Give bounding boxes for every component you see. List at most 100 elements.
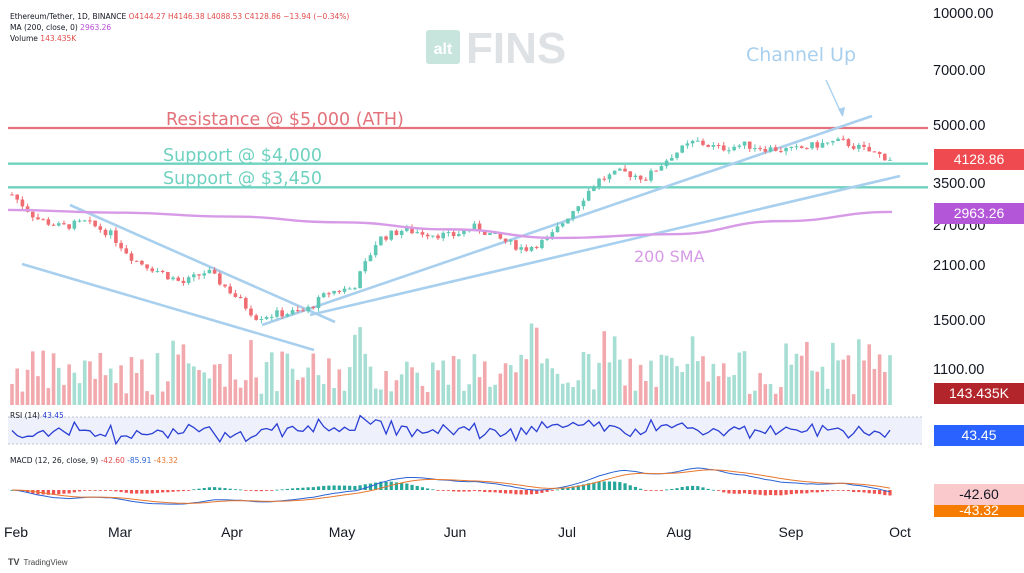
macd-hist-bar	[410, 484, 414, 490]
macd-hist-bar	[696, 486, 700, 490]
candle-body	[103, 229, 108, 236]
candle-body	[831, 141, 835, 143]
candle-body	[327, 293, 331, 295]
candle-body	[197, 274, 201, 276]
macd-hist-bar	[57, 490, 61, 495]
candle-body	[628, 171, 633, 178]
candle-body	[124, 248, 129, 254]
macd-hist-bar	[732, 490, 736, 494]
macd-hist-bar	[587, 483, 591, 490]
macd-hist-bar	[493, 490, 497, 493]
volume-bar	[831, 342, 835, 405]
logo-alt: alt	[434, 41, 453, 58]
candle-body	[373, 245, 378, 256]
macd-hist-bar	[737, 490, 741, 494]
volume-bar	[498, 373, 503, 405]
macd-hist-bar	[332, 485, 336, 490]
macd-hist-bar	[878, 490, 882, 495]
macd-hist-bar	[462, 490, 466, 492]
macd-hist-bar	[561, 488, 565, 490]
candle-body	[399, 230, 404, 236]
x-tick: Jun	[443, 524, 467, 540]
macd-hist-bar	[639, 488, 643, 490]
macd-hist-bar	[405, 483, 409, 490]
macd-hist-bar	[145, 490, 149, 494]
rsi-badge: 43.45	[934, 425, 1024, 446]
ohlc-values: O4144.27 H4146.38 L4088.53 C4128.86 −13.…	[128, 12, 350, 21]
volume-bar	[805, 341, 809, 405]
candle-body	[290, 310, 295, 315]
volume-bar	[436, 370, 440, 405]
candle-body	[607, 174, 612, 180]
macd-hist-bar	[348, 485, 352, 490]
candle-body	[160, 270, 165, 273]
x-tick: Sep	[778, 524, 804, 540]
y-tick: 1100.00	[933, 362, 985, 378]
volume-bar	[524, 359, 529, 405]
macd-hist-bar	[550, 490, 554, 491]
candle-body	[685, 143, 690, 146]
macd-hist-bar	[379, 481, 383, 490]
macd-signal-line	[11, 469, 891, 504]
tradingview-footer: TV TradingView	[8, 557, 68, 567]
rsi-line	[11, 414, 891, 446]
volume-bar	[815, 371, 820, 405]
volume-bar	[353, 334, 357, 405]
candle-body	[36, 217, 40, 220]
candle-body	[379, 236, 383, 246]
macd-hist-bar	[129, 490, 134, 494]
volume-bar	[836, 360, 840, 405]
volume-bar	[223, 386, 227, 405]
macd-hist-bar	[290, 488, 295, 490]
volume-bar	[654, 386, 659, 405]
candle-body	[30, 211, 35, 218]
candle-body	[311, 306, 316, 309]
candle-body	[82, 220, 87, 222]
candle-body	[119, 242, 123, 249]
volume-bar	[15, 368, 19, 405]
macd-hist-bar	[613, 481, 617, 490]
macd-hist-bar	[337, 485, 341, 490]
volume-bar	[472, 354, 477, 405]
macd-hist-bar	[820, 490, 825, 492]
volume-bar	[316, 375, 321, 405]
macd-hist-bar	[311, 487, 315, 490]
macd-hist-bar	[400, 482, 404, 490]
y-tick: 3500.00	[933, 176, 986, 192]
volume-bar	[529, 323, 534, 405]
macd-hist-bar	[384, 481, 388, 490]
ma-badge: 2963.26	[934, 203, 1024, 224]
macd-hist-bar	[711, 489, 715, 491]
volume-bar	[306, 367, 310, 405]
volume-bar	[706, 381, 710, 405]
candle-body	[794, 146, 799, 148]
volume-bar	[10, 384, 14, 405]
macd-hist-bar	[441, 490, 445, 491]
candle-body	[825, 142, 830, 144]
candle-body	[644, 179, 648, 181]
volume-bar	[597, 362, 601, 405]
macd-hist-bar	[748, 490, 752, 495]
rsi-band	[8, 417, 922, 444]
macd-hist-bar	[815, 490, 819, 493]
candle-body	[384, 236, 388, 240]
macd-hist-bar	[342, 485, 347, 490]
macd-hist-bar	[301, 487, 305, 490]
volume-bar	[192, 366, 196, 405]
macd-hist-bar	[436, 490, 440, 491]
candle-body	[649, 170, 653, 181]
candle-body	[93, 220, 97, 227]
macd-hist-bar	[680, 486, 684, 490]
macd-hist-bar	[457, 490, 461, 492]
volume-bar	[20, 391, 25, 405]
candle-body	[20, 199, 25, 207]
candle-body	[508, 240, 513, 242]
candle-body	[820, 142, 825, 148]
volume-bar	[456, 359, 461, 405]
y-tick: 1500.00	[933, 313, 986, 329]
volume-bar	[207, 378, 212, 405]
macd-hist-bar	[846, 490, 851, 492]
candle-body	[306, 306, 310, 312]
candle-body	[462, 230, 466, 235]
volume-bar	[685, 363, 690, 405]
